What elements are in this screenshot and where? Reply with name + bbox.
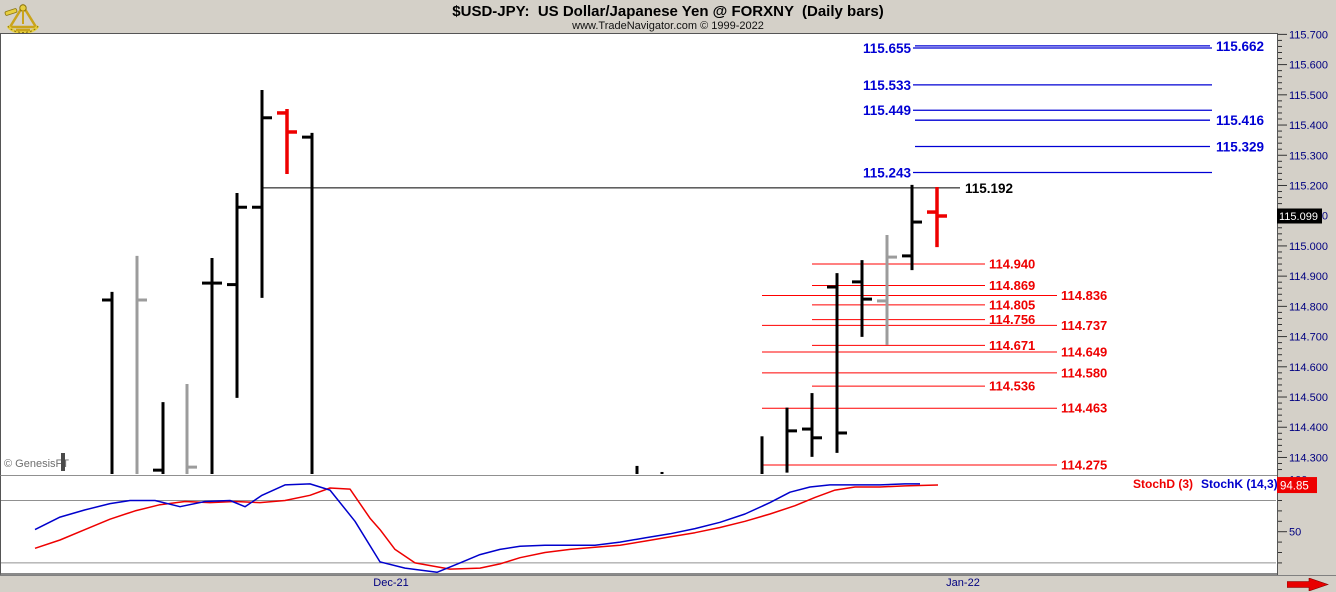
date-label-jan: Jan-22 [946, 577, 980, 589]
date-axis-strip: Dec-21 Jan-22 [0, 575, 1336, 592]
genesis-sextant-logo-icon [4, 3, 40, 34]
chart-subtitle: www.TradeNavigator.com © 1999-2022 [572, 20, 764, 32]
chart-cursor-bar [61, 453, 65, 471]
stochastic-indicator-panel[interactable] [0, 475, 1277, 576]
stochk-legend-label: StochK (14,3) [1201, 477, 1278, 491]
scroll-right-arrow-button[interactable] [1287, 578, 1329, 591]
chart-title: $USD-JPY: US Dollar/Japanese Yen @ FORXN… [452, 3, 884, 20]
genesisft-watermark: © GenesisFT [4, 458, 69, 470]
price-axis-strip[interactable] [1277, 33, 1336, 575]
date-label-dec: Dec-21 [373, 577, 409, 589]
price-chart-panel[interactable] [0, 33, 1277, 475]
stochd-legend-label: StochD (3) [1133, 477, 1193, 491]
